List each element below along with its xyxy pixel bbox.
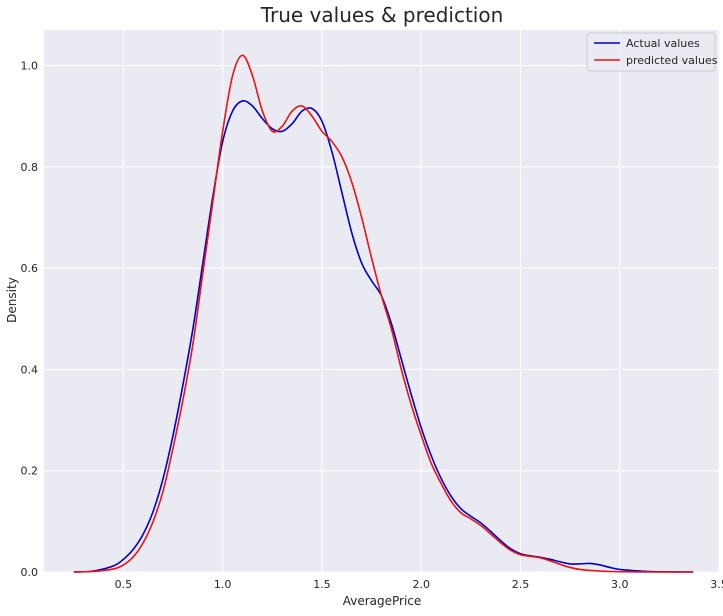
chart-title: True values & prediction (260, 3, 504, 27)
x-tick-label: 0.5 (115, 578, 133, 591)
x-tick-label: 2.0 (412, 578, 430, 591)
y-tick-label: 0.8 (21, 161, 39, 174)
y-tick-label: 0.4 (21, 363, 39, 376)
x-axis-label: AveragePrice (343, 594, 422, 608)
plot-background (44, 30, 719, 572)
x-tick-label: 2.5 (512, 578, 530, 591)
x-tick-label: 3.5 (710, 578, 723, 591)
x-tick-label: 1.5 (313, 578, 331, 591)
x-tick-label: 1.0 (214, 578, 232, 591)
y-tick-label: 1.0 (21, 59, 39, 72)
y-tick-label: 0.2 (21, 465, 39, 478)
legend-label-actual-values: Actual values (626, 37, 700, 50)
y-tick-label: 0.0 (21, 566, 39, 579)
y-tick-label: 0.6 (21, 262, 39, 275)
legend: Actual values predicted values (587, 33, 718, 71)
x-tick-label: 3.0 (611, 578, 629, 591)
legend-label-predicted-values: predicted values (626, 54, 718, 67)
y-axis-label: Density (5, 277, 19, 323)
